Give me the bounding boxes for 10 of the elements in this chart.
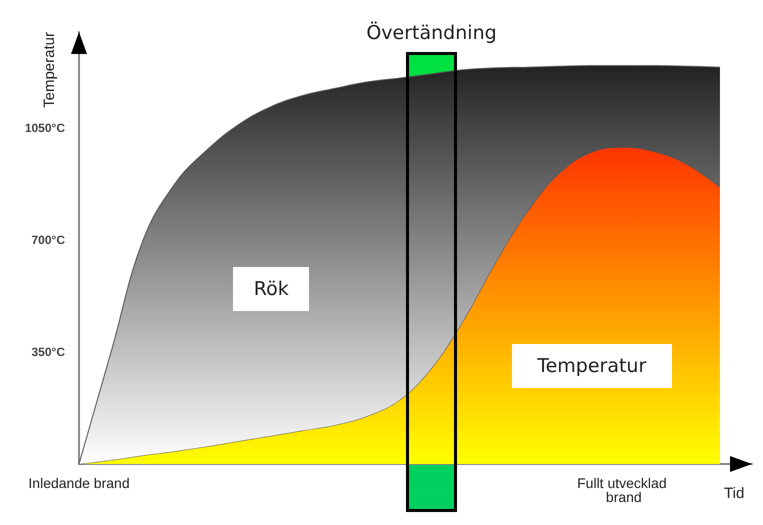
y-tick-label: 700°C bbox=[32, 233, 66, 247]
series-label: Rök bbox=[254, 278, 289, 300]
y-tick-label: 1050°C bbox=[24, 121, 66, 135]
x-axis-title: Tid bbox=[724, 485, 744, 502]
y-tick-label: 350°C bbox=[32, 345, 66, 359]
y-axis-title: Temperatur bbox=[41, 32, 58, 108]
annotation: Övertändning bbox=[366, 22, 497, 44]
x-tick-label: Fullt utvecklad brand bbox=[577, 475, 670, 505]
series-label: Temperatur bbox=[537, 354, 646, 377]
x-tick-label: Inledande brand bbox=[28, 475, 130, 491]
